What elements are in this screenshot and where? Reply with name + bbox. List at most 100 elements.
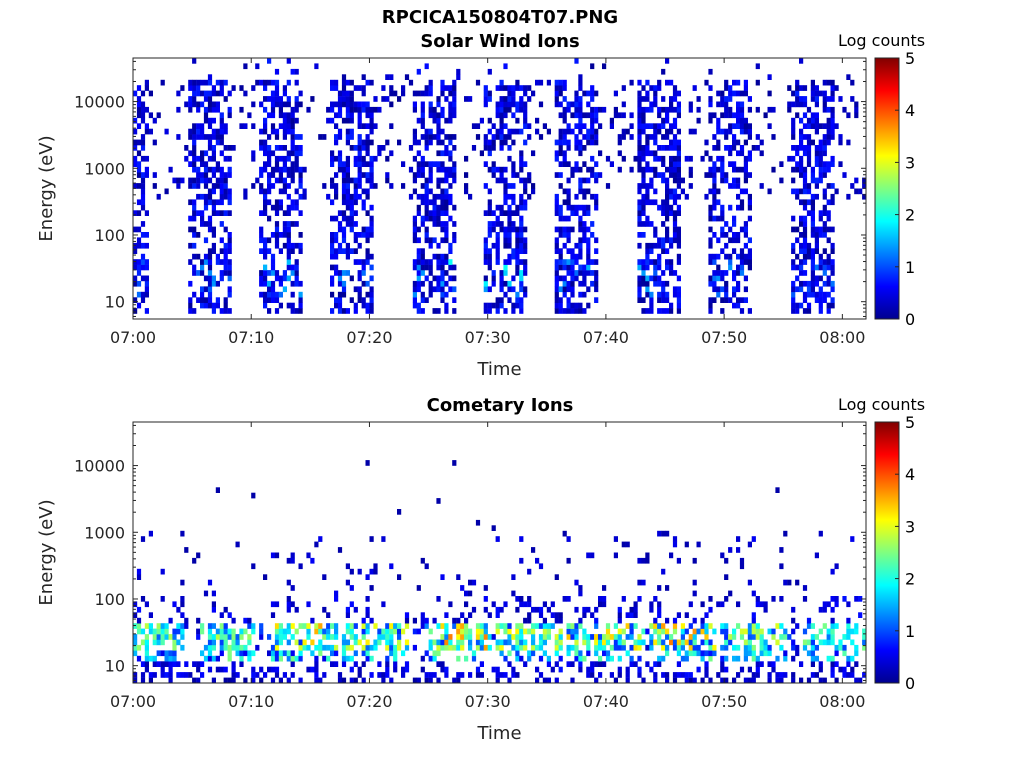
spectrogram-cell [672, 166, 678, 173]
spectrogram-cell [739, 101, 745, 108]
spectrogram-cell [519, 270, 524, 276]
spectrogram-cell [337, 291, 343, 298]
spectrogram-cell [495, 677, 500, 684]
spectrogram-cell [397, 139, 402, 146]
spectrogram-cell [503, 139, 508, 146]
spectrogram-cell [444, 259, 449, 265]
spectrogram-cell [444, 172, 449, 178]
spectrogram-cell [586, 139, 591, 146]
spectrogram-cell [519, 634, 524, 640]
spectrogram-cell [416, 117, 421, 124]
spectrogram-cell [200, 177, 205, 184]
spectrogram-cell [637, 199, 642, 206]
spectrogram-cell [349, 297, 354, 303]
spectrogram-cell [448, 193, 453, 200]
spectrogram-cell [231, 617, 236, 624]
spectrogram-cell [389, 90, 394, 97]
spectrogram-cell [452, 101, 457, 108]
x-tick-label: 07:50 [701, 692, 747, 711]
spectrogram-cell [416, 302, 421, 309]
spectrogram-cell [290, 145, 295, 151]
spectrogram-cell [133, 264, 138, 271]
spectrogram-cell [274, 166, 280, 173]
spectrogram-cell [192, 96, 197, 102]
spectrogram-cell [353, 308, 358, 314]
spectrogram-cell [424, 210, 429, 216]
spectrogram-cell [168, 634, 173, 640]
spectrogram-cell [270, 655, 276, 662]
spectrogram-cell [491, 525, 496, 531]
spectrogram-cell [751, 612, 756, 618]
spectrogram-cell [692, 128, 697, 135]
spectrogram-cell [259, 248, 264, 254]
spectrogram-cell [605, 623, 611, 629]
spectrogram-cell [263, 96, 268, 102]
spectrogram-cell [270, 112, 276, 119]
spectrogram-cell [736, 232, 741, 238]
spectrogram-cell [590, 63, 595, 70]
spectrogram-cell [227, 188, 232, 195]
spectrogram-cell [822, 623, 827, 629]
spectrogram-cell [306, 552, 311, 559]
spectrogram-cell [464, 634, 469, 640]
spectrogram-cell [732, 134, 737, 140]
spectrogram-cell [736, 623, 741, 629]
spectrogram-cell [337, 106, 343, 113]
spectrogram-cell [499, 639, 504, 646]
spectrogram-cell [290, 106, 295, 113]
spectrogram-cell [401, 90, 406, 97]
spectrogram-cell [487, 259, 492, 265]
spectrogram-cell [806, 248, 812, 254]
spectrogram-cell [365, 150, 370, 157]
spectrogram-cell [751, 650, 756, 657]
spectrogram-cell [578, 270, 583, 276]
spectrogram-cell [688, 101, 693, 108]
spectrogram-cell [270, 259, 276, 265]
spectrogram-cell [192, 199, 197, 206]
spectrogram-cell [661, 644, 666, 651]
spectrogram-cell [420, 123, 425, 129]
spectrogram-cell [676, 101, 681, 108]
spectrogram-cell [215, 634, 220, 640]
spectrogram-cell [444, 623, 449, 629]
spectrogram-cell [401, 183, 406, 189]
spectrogram-cell [168, 661, 173, 667]
spectrogram-cell [507, 145, 512, 151]
spectrogram-cell [771, 666, 776, 673]
spectrogram-cell [574, 106, 579, 113]
spectrogram-cell [337, 308, 343, 314]
spectrogram-cell [274, 297, 280, 303]
spectrogram-cell [341, 172, 347, 178]
spectrogram-cell [448, 139, 453, 146]
spectrogram-cell [148, 90, 153, 97]
spectrogram-cell [345, 134, 350, 140]
spectrogram-cell [574, 650, 579, 657]
spectrogram-cell [136, 101, 142, 108]
spectrogram-cell [519, 275, 524, 282]
spectrogram-cell [554, 297, 559, 303]
spectrogram-cell [424, 563, 429, 570]
spectrogram-cell [294, 68, 299, 75]
solar-wind-panel: 07:00 07:10 07:20 07:30 07:40 07:50 08:0010100… [36, 49, 915, 380]
spectrogram-cell [416, 90, 421, 97]
spectrogram-cell [558, 259, 563, 265]
spectrogram-cell [263, 302, 268, 309]
spectrogram-cell [791, 639, 796, 646]
spectrogram-cell [223, 183, 228, 189]
spectrogram-cell [641, 150, 646, 157]
spectrogram-cell [345, 606, 350, 613]
spectrogram-cell [420, 557, 425, 564]
spectrogram-cell [274, 177, 280, 184]
spectrogram-cell [574, 96, 579, 102]
spectrogram-cell [298, 150, 303, 157]
spectrogram-cell [523, 601, 528, 608]
spectrogram-cell [282, 628, 287, 635]
spectrogram-cell [617, 672, 622, 678]
spectrogram-cell [806, 677, 812, 684]
spectrogram-cell [578, 253, 583, 260]
spectrogram-cell [440, 661, 445, 667]
spectrogram-cell [420, 291, 425, 298]
spectrogram-cell [665, 672, 670, 678]
spectrogram-cell [160, 596, 165, 602]
spectrogram-cell [432, 221, 437, 227]
